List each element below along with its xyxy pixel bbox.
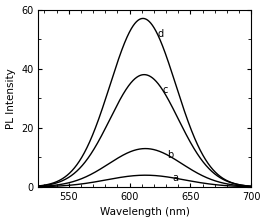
- Text: d: d: [157, 29, 164, 39]
- X-axis label: Wavelength (nm): Wavelength (nm): [100, 207, 190, 217]
- Text: a: a: [172, 173, 178, 183]
- Text: b: b: [167, 150, 173, 160]
- Y-axis label: PL Intensity: PL Intensity: [6, 68, 15, 129]
- Text: c: c: [163, 85, 168, 95]
